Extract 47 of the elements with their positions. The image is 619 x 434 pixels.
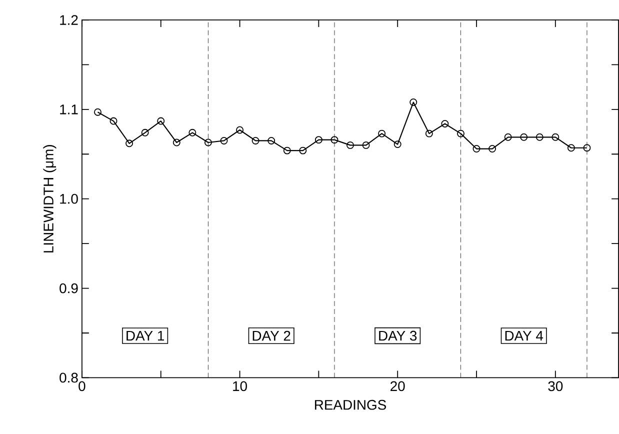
y-tick-label: 1.1 bbox=[60, 104, 78, 114]
x-tick-label: 0 bbox=[78, 381, 86, 392]
point bbox=[204, 138, 212, 146]
annotation: DAY 1 bbox=[126, 331, 164, 341]
point bbox=[126, 140, 134, 148]
x-tick-label: 20 bbox=[390, 381, 405, 392]
point bbox=[220, 137, 228, 145]
point bbox=[536, 134, 544, 142]
point bbox=[425, 130, 433, 138]
point bbox=[283, 146, 291, 154]
point bbox=[567, 144, 575, 152]
point bbox=[583, 144, 591, 152]
x-axis-title: READINGS bbox=[314, 400, 386, 410]
point bbox=[172, 138, 180, 146]
point bbox=[410, 98, 418, 106]
y-tick-label: 1.0 bbox=[60, 194, 78, 204]
annotation: DAY 3 bbox=[379, 330, 417, 341]
y-tick-label: 1.2 bbox=[60, 15, 78, 26]
y-tick-label: 0.8 bbox=[60, 372, 78, 383]
point bbox=[488, 145, 496, 153]
point bbox=[236, 126, 244, 134]
x-tick-label: 30 bbox=[548, 381, 563, 392]
point bbox=[110, 117, 118, 125]
point bbox=[441, 120, 449, 128]
point bbox=[268, 137, 276, 145]
annotation: DAY 2 bbox=[252, 331, 290, 341]
x-tick-label: 10 bbox=[233, 381, 247, 392]
point bbox=[94, 108, 102, 116]
point bbox=[330, 136, 338, 144]
point bbox=[394, 140, 402, 148]
annotation: DAY 4 bbox=[505, 331, 544, 341]
point bbox=[362, 142, 370, 150]
point bbox=[378, 130, 386, 138]
point bbox=[299, 146, 307, 154]
point bbox=[520, 134, 528, 142]
point bbox=[504, 134, 512, 142]
point bbox=[141, 129, 149, 137]
point bbox=[456, 130, 464, 138]
point bbox=[346, 142, 354, 150]
point bbox=[157, 117, 165, 125]
point bbox=[188, 129, 196, 137]
point bbox=[252, 137, 260, 145]
point bbox=[472, 145, 480, 153]
point bbox=[552, 134, 560, 142]
y-tick-label: 0.9 bbox=[60, 283, 78, 294]
y-axis-title: LINEWIDTH (μm) bbox=[43, 145, 56, 253]
point bbox=[314, 136, 322, 144]
